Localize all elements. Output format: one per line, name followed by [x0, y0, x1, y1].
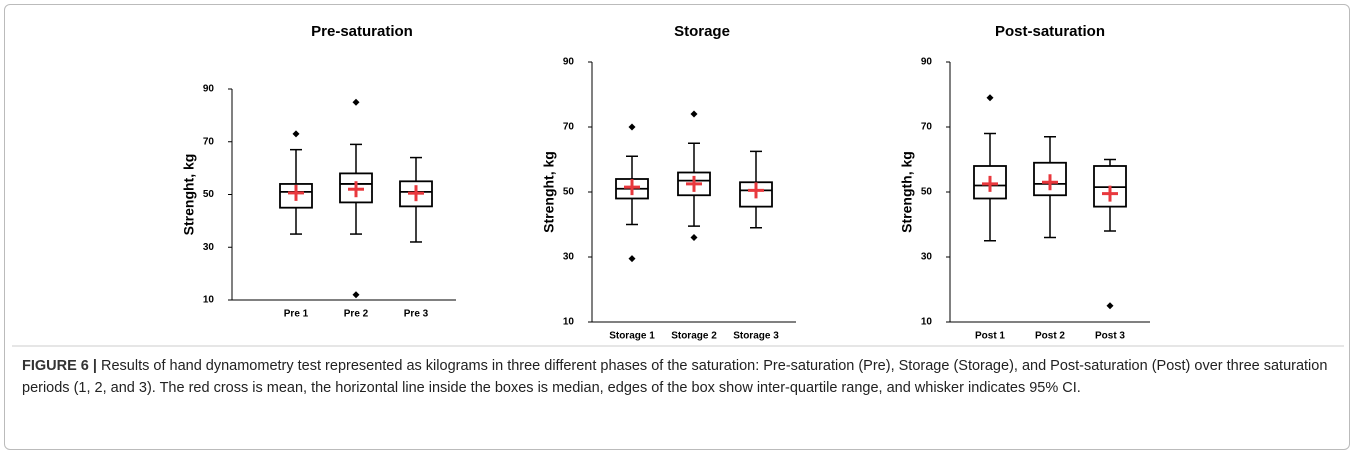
outlier	[628, 123, 636, 131]
outlier	[986, 94, 994, 102]
y-tick-label: 50	[921, 187, 933, 198]
y-axis-label: Strenght, kg	[541, 151, 557, 233]
x-tick-label: Post 3	[1095, 331, 1125, 342]
x-tick-label: Storage 3	[733, 331, 779, 342]
y-tick-label: 70	[921, 122, 933, 133]
x-tick-label: Storage 1	[609, 331, 655, 342]
y-tick-label: 90	[203, 84, 215, 95]
y-tick-label: 30	[563, 252, 575, 263]
x-tick-label: Pre 1	[284, 309, 309, 320]
x-tick-label: Pre 2	[344, 309, 369, 320]
y-tick-label: 30	[921, 252, 933, 263]
y-tick-label: 50	[203, 189, 215, 200]
y-tick-label: 50	[563, 187, 575, 198]
figure-frame	[4, 4, 1350, 450]
x-tick-label: Post 1	[975, 331, 1005, 342]
caption-label: FIGURE 6 |	[22, 358, 97, 374]
y-tick-label: 10	[921, 317, 933, 328]
caption-text: Results of hand dynamometry test represe…	[22, 358, 1328, 396]
outlier	[628, 255, 636, 263]
chart-title: Post-saturation	[995, 23, 1105, 40]
y-tick-label: 90	[563, 57, 575, 68]
y-tick-label: 90	[921, 57, 933, 68]
chart-title: Pre-saturation	[311, 23, 413, 40]
charts: Pre-saturation Strenght, kg 10 30 50 70 90 Pre …	[12, 23, 1344, 347]
x-tick-label: Storage 2	[671, 331, 717, 342]
y-axis-label: Strenght, kg	[181, 154, 197, 236]
x-tick-label: Pre 3	[404, 309, 429, 320]
outlier	[690, 110, 698, 118]
y-axis-label: Strength, kg	[899, 151, 915, 233]
y-tick-label: 70	[203, 136, 215, 147]
outlier	[690, 234, 698, 241]
caption: FIGURE 6 | Results of hand dynamometry t…	[22, 356, 1332, 399]
chart-title: Storage	[674, 23, 730, 40]
outlier	[1106, 302, 1114, 310]
y-tick-label: 70	[563, 122, 575, 133]
y-tick-label: 10	[563, 317, 575, 328]
outlier	[352, 291, 360, 299]
x-tick-label: Post 2	[1035, 331, 1065, 342]
y-tick-label: 10	[203, 295, 215, 306]
y-tick-label: 30	[203, 242, 215, 253]
outlier	[352, 98, 360, 106]
outlier	[292, 130, 300, 138]
